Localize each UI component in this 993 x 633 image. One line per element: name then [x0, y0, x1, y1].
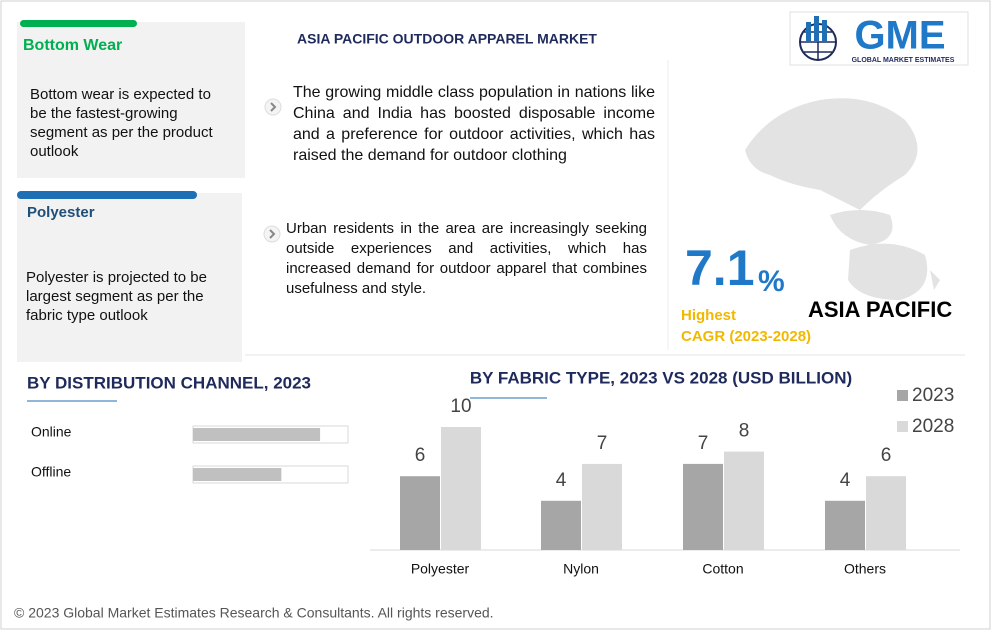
logo-subtext: GLOBAL MARKET ESTIMATES	[852, 57, 955, 64]
card-accent	[20, 20, 137, 27]
bar	[400, 476, 440, 550]
bar	[441, 427, 481, 550]
bar	[724, 451, 764, 550]
card	[17, 22, 245, 178]
cagr-value: 7.1	[685, 240, 755, 296]
data-label: 6	[881, 445, 892, 466]
cagr-label: Highest	[681, 307, 736, 324]
bar	[683, 463, 723, 550]
x-tick-label: Nylon	[563, 561, 599, 577]
legend-label: 2023	[912, 385, 954, 406]
map	[745, 98, 940, 300]
bullet-text: The growing middle class population in n…	[293, 84, 655, 164]
legend-swatch	[897, 421, 908, 432]
card-title: Polyester	[27, 204, 95, 221]
bar	[541, 500, 581, 550]
cagr-unit: %	[758, 265, 785, 298]
x-tick-label: Polyester	[411, 561, 470, 577]
logo-icon	[789, 11, 969, 66]
card-title: Bottom Wear	[23, 37, 122, 54]
logo-text: GME	[854, 14, 945, 58]
data-label: 10	[450, 396, 471, 417]
category-label: Online	[31, 424, 72, 440]
chart-title: BY FABRIC TYPE, 2023 VS 2028 (USD BILLIO…	[470, 368, 852, 387]
card-text: Polyester is projected to be largest seg…	[26, 269, 207, 324]
section-title: BY DISTRIBUTION CHANNEL, 2023	[27, 373, 311, 392]
card-accent	[17, 191, 197, 199]
data-label: 7	[597, 433, 608, 454]
data-label: 6	[415, 445, 426, 466]
page-title: ASIA PACIFIC OUTDOOR APPAREL MARKET	[297, 31, 597, 47]
bullet-icon	[264, 98, 282, 116]
region: ASIA PACIFIC	[808, 297, 952, 322]
bar	[866, 476, 906, 550]
bar	[825, 500, 865, 550]
data-label: 4	[840, 470, 851, 491]
data-label: 4	[556, 470, 567, 491]
card	[17, 193, 242, 362]
cagr-period: CAGR (2023-2028)	[681, 328, 811, 345]
bar	[582, 463, 622, 550]
bullet-text: Urban residents in the area are increasi…	[286, 220, 647, 297]
bar	[193, 468, 282, 481]
data-label: 8	[739, 421, 750, 442]
data-label: 7	[698, 433, 709, 454]
bar	[193, 428, 321, 441]
bullet-icon	[263, 225, 281, 243]
card-text: Bottom wear is expected to be the fastes…	[30, 86, 213, 160]
footer: © 2023 Global Market Estimates Research …	[14, 605, 494, 621]
x-tick-label: Cotton	[702, 561, 743, 577]
x-tick-label: Others	[844, 561, 886, 577]
category-label: Offline	[31, 464, 71, 480]
legend-swatch	[897, 390, 908, 401]
legend-label: 2028	[912, 416, 954, 437]
